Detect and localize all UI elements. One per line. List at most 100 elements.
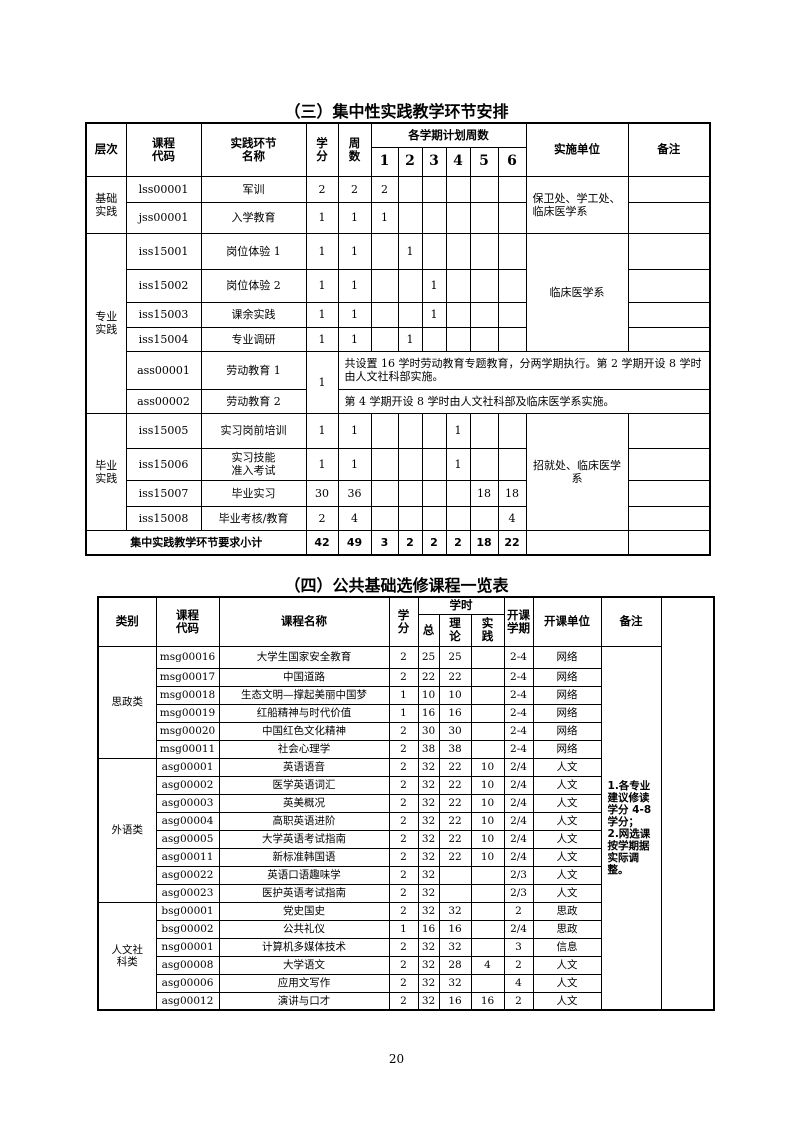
course-code: jss00001 [125, 201, 202, 234]
course-name: 中国红色文化精神 [218, 721, 390, 741]
credit: 1 [305, 350, 339, 414]
course-term: 2-4 [503, 739, 534, 759]
course-credit: 2 [388, 645, 419, 669]
header-code: 课程 代码 [155, 596, 220, 647]
course-name: 入学教育 [200, 201, 307, 234]
course-name: 社会心理学 [218, 739, 390, 759]
table-row: 外语类 asg00001 英语语音 2 32 22 10 2/4 人文 [97, 757, 714, 903]
semester-5-weeks [469, 268, 499, 303]
course-total: 32 [417, 793, 440, 813]
course-code: asg00012 [155, 991, 220, 1011]
remark-cell [627, 301, 711, 328]
course-total: 32 [417, 955, 440, 975]
header-theory: 理 论 [438, 613, 472, 647]
category-label: 思政类 [97, 645, 157, 759]
course-practice [470, 703, 505, 723]
course-unit: 思政 [532, 919, 602, 939]
table-row: asg00003 英美概况 2 32 22 10 2/4 人文 [98, 793, 714, 813]
course-credit: 2 [388, 757, 419, 777]
semester-4-weeks [445, 268, 471, 303]
course-unit: 网络 [532, 703, 602, 723]
semester-6-weeks [497, 412, 527, 449]
total-value: 18 [469, 529, 499, 556]
course-code: msg00019 [155, 703, 220, 723]
table-row: iss15004 专业调研 1 1 1 [86, 326, 711, 352]
course-name: 专业调研 [200, 326, 307, 352]
table-row: asg00011 新标准韩国语 2 32 22 10 2/4 人文 [98, 847, 714, 867]
course-theory: 22 [438, 811, 472, 831]
course-code: asg00011 [155, 847, 220, 867]
semester-5-weeks [469, 326, 499, 352]
remark-cell [627, 175, 711, 203]
course-code: msg00016 [155, 645, 220, 669]
semester-1-weeks [370, 479, 399, 507]
course-term: 2-4 [503, 721, 534, 741]
header-row: 层次 课程 代码 实践环节 名称学 分周 数各学期计划周数 实施单位 备注 [85, 122, 711, 177]
weeks: 1 [337, 301, 372, 328]
semester-4-weeks: 1 [445, 447, 471, 481]
course-code: msg00018 [155, 685, 220, 705]
semester-3-weeks [421, 447, 447, 481]
course-unit: 网络 [532, 739, 602, 759]
course-unit: 人文 [532, 883, 602, 903]
total-value: 2 [445, 529, 471, 556]
course-unit: 人文 [532, 775, 602, 795]
course-code: asg00002 [155, 775, 220, 795]
credit: 1 [305, 268, 339, 303]
table-row: 毕业 实践 iss15005 实习岗前培训 1 1 1 招就处、临床医学系 [85, 412, 711, 531]
course-practice [470, 973, 505, 993]
course-name: 毕业实习 [200, 479, 307, 507]
semester-5-weeks [469, 301, 499, 328]
course-name: 医学英语词汇 [218, 775, 390, 795]
semester-3-weeks: 1 [421, 268, 447, 303]
course-code: bsg00001 [155, 901, 220, 921]
course-code: ass00002 [125, 388, 202, 414]
semester-1-weeks [370, 326, 399, 352]
course-code: lss00001 [125, 175, 202, 203]
credit: 1 [305, 201, 339, 234]
header-semester-1: 1 [370, 146, 399, 177]
course-total: 32 [417, 901, 440, 921]
course-total: 30 [417, 721, 440, 741]
course-total: 16 [417, 919, 440, 939]
credit: 2 [305, 175, 339, 203]
total-unit [525, 529, 629, 556]
semester-1-weeks [370, 232, 399, 270]
table-row: 人文社 科类 bsg00001 党史国史 2 32 32 2 思政 [97, 901, 714, 1011]
category-label: 外语类 [97, 757, 157, 903]
total-remark [627, 529, 711, 556]
course-total: 10 [417, 685, 440, 705]
semester-4-weeks [445, 201, 471, 234]
practice-section-title: （三）集中性实践教学环节安排 [284, 102, 509, 121]
table-row: asg00022 英语口语趣味学 2 32 2/3 人文 [98, 865, 714, 885]
course-theory [438, 883, 472, 903]
header-name: 课程名称 [218, 596, 390, 647]
total-row: 集中实践教学环节要求小计 42 49 3 2 2 2 18 22 [85, 529, 711, 556]
table-row: ass00001 劳动教育 1 1 共设置 16 学时劳动教育专题教育，分两学期执行。… [86, 350, 711, 414]
course-unit: 人文 [532, 793, 602, 813]
course-unit: 思政 [532, 901, 602, 921]
course-credit: 2 [388, 937, 419, 957]
course-term: 2/3 [503, 865, 534, 885]
semester-4-weeks [445, 505, 471, 531]
credit: 1 [305, 412, 339, 449]
table-row: nsg00001 计算机多媒体技术 2 32 32 3 信息 [98, 937, 714, 957]
semester-1-weeks [370, 301, 399, 328]
course-theory: 25 [438, 645, 472, 669]
course-name: 课余实践 [200, 301, 307, 328]
semester-2-weeks [397, 447, 423, 481]
course-name: 计算机多媒体技术 [218, 937, 390, 957]
course-total: 32 [417, 829, 440, 849]
course-unit: 人文 [532, 865, 602, 885]
table-row: jss00001 入学教育 1 1 1 [86, 201, 711, 234]
semester-6-weeks [497, 268, 527, 303]
header-practice: 实 践 [470, 613, 505, 647]
course-theory: 22 [438, 667, 472, 687]
course-code: asg00005 [155, 829, 220, 849]
course-name: 岗位体验 2 [200, 268, 307, 303]
weeks: 1 [337, 412, 372, 449]
semester-5-weeks [469, 175, 499, 203]
header-semester-2: 2 [397, 146, 423, 177]
course-term: 2-4 [503, 703, 534, 723]
course-name: 劳动教育 1 [200, 350, 307, 390]
